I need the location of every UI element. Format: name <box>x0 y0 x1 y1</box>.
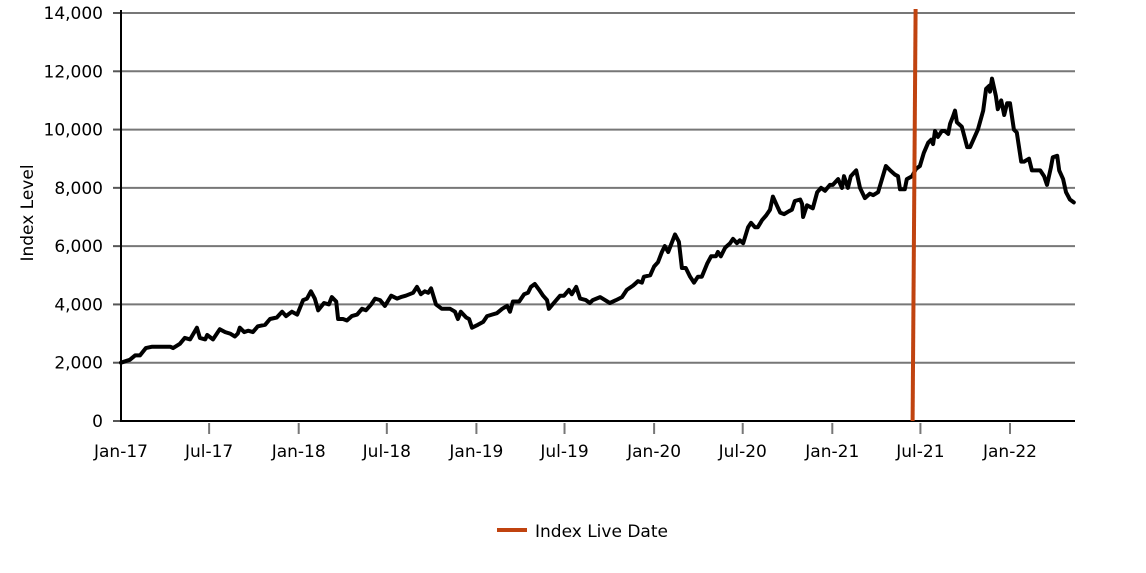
y-tick-label: 2,000 <box>54 354 103 374</box>
x-tick-label: Jul-21 <box>895 442 944 462</box>
gridlines <box>121 12 1075 364</box>
y-axis-ticks: 0 2,000 4,000 6,000 8,000 10,000 12,000 14,000 <box>44 4 121 432</box>
x-tick-label: Jan-20 <box>626 442 681 462</box>
y-tick-label: 14,000 <box>44 4 103 24</box>
x-axis-ticks: Jan-17 Jul-17 Jan-18 Jul-18 Jan-19 Jul-19 Jan-… <box>93 423 1037 462</box>
legend: Index Live Date <box>497 522 668 542</box>
x-tick-label: Jan-21 <box>804 442 859 462</box>
y-tick-label: 4,000 <box>54 295 103 315</box>
x-tick-label: Jan-19 <box>448 442 503 462</box>
y-tick-label: 6,000 <box>54 237 103 257</box>
x-tick-label: Jul-19 <box>539 442 588 462</box>
x-tick-label: Jul-17 <box>184 442 233 462</box>
x-tick-label: Jul-18 <box>362 442 411 462</box>
y-tick-label: 0 <box>92 412 103 432</box>
index-level-series-line <box>119 76 1076 365</box>
x-tick-label: Jan-18 <box>271 442 326 462</box>
y-tick-label: 12,000 <box>44 62 103 82</box>
legend-label-index-live-date: Index Live Date <box>535 522 668 542</box>
y-axis-label: Index Level <box>18 164 38 261</box>
index-live-date-line <box>910 8 918 422</box>
x-tick-label: Jan-22 <box>982 442 1037 462</box>
y-tick-label: 8,000 <box>54 179 103 199</box>
x-tick-label: Jul-20 <box>718 442 767 462</box>
x-tick-label: Jan-17 <box>93 442 148 462</box>
y-tick-label: 10,000 <box>44 121 103 141</box>
